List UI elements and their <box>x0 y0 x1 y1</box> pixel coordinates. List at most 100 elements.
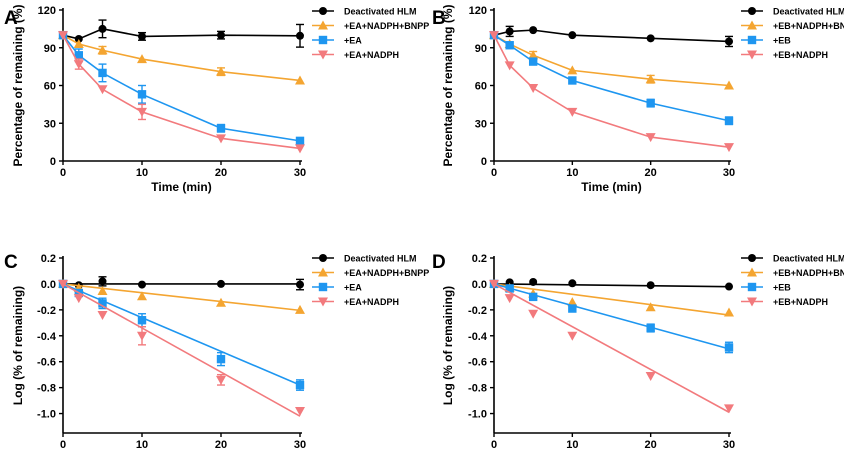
x-tick-label: 20 <box>645 439 657 449</box>
data-point <box>73 294 84 304</box>
legend-label: +EA+NADPH+BNPP <box>344 21 429 31</box>
data-point <box>724 307 734 317</box>
legend-entry: +EB <box>741 36 791 46</box>
data-point <box>724 143 734 153</box>
y-tick-label: -1.0 <box>468 409 487 421</box>
data-point <box>646 34 655 43</box>
y-tick-label: -0.4 <box>37 331 57 343</box>
series-line <box>62 34 301 150</box>
legend-label: Deactivated HLM <box>773 7 844 17</box>
data-point <box>528 292 538 302</box>
legend-label: Deactivated HLM <box>344 254 417 264</box>
fit-line <box>493 283 730 288</box>
data-point <box>98 299 107 308</box>
fit-line <box>62 283 301 386</box>
y-axis-title: Log (% of remaining) <box>441 286 455 405</box>
series-0 <box>59 19 304 48</box>
data-point <box>505 41 514 50</box>
data-point <box>296 280 304 289</box>
data-point <box>646 281 655 290</box>
legend-marker <box>318 267 328 277</box>
legend-label: +EB <box>773 283 791 293</box>
x-tick-label: 10 <box>136 167 148 179</box>
data-point <box>529 277 538 286</box>
legend-marker <box>747 297 757 307</box>
legend-entry: +EB <box>741 283 791 293</box>
legend-marker <box>747 35 757 45</box>
series-line <box>62 34 301 82</box>
y-tick-label: 60 <box>44 81 56 93</box>
data-point <box>216 134 226 144</box>
data-point <box>296 31 304 40</box>
y-axis-title: Percentage of remaining (%) <box>441 4 455 166</box>
legend-label: +EB+NADPH+BNPP <box>773 21 844 31</box>
y-tick-label: 0 <box>50 156 56 168</box>
panel-letter: D <box>432 252 446 273</box>
legend-marker <box>748 7 756 15</box>
y-tick-label: 30 <box>475 118 487 130</box>
legend-marker <box>747 50 757 60</box>
series-3 <box>58 279 305 417</box>
data-point <box>528 50 539 60</box>
y-tick-label: -0.4 <box>468 331 488 343</box>
y-axis-title: Log (% of remaining) <box>11 286 25 405</box>
data-point <box>529 26 538 35</box>
data-point <box>568 304 577 313</box>
data-point <box>567 331 578 341</box>
data-point <box>725 37 733 46</box>
y-tick-label: 120 <box>38 5 56 17</box>
y-tick-label: -0.8 <box>37 383 56 395</box>
series-line <box>493 34 730 122</box>
x-tick-label: 0 <box>60 439 66 449</box>
legend-entry: Deactivated HLM <box>312 7 417 17</box>
series-3 <box>489 31 734 153</box>
legend-entry: +EA+NADPH <box>312 297 399 307</box>
x-tick-label: 10 <box>136 439 148 449</box>
data-point <box>724 80 734 90</box>
legend-label: +EB <box>773 36 791 46</box>
data-point <box>725 282 733 291</box>
x-tick-label: 10 <box>566 167 578 179</box>
legend-label: +EA+NADPH <box>344 50 399 60</box>
data-point <box>137 316 147 325</box>
data-point <box>216 124 226 133</box>
y-tick-label: -0.2 <box>37 305 56 317</box>
y-tick-label: -0.8 <box>468 383 487 395</box>
legend-label: +EB+NADPH <box>773 50 828 60</box>
data-point <box>73 60 84 70</box>
x-tick-label: 0 <box>491 439 497 449</box>
data-point <box>724 404 734 414</box>
data-point <box>505 27 514 36</box>
legend-label: +EA+NADPH+BNPP <box>344 268 429 278</box>
x-axis-title: Time (min) <box>581 180 641 194</box>
data-point <box>528 84 539 94</box>
panel-letter: B <box>432 8 446 29</box>
data-point <box>645 74 656 84</box>
x-tick-label: 20 <box>645 167 657 179</box>
y-tick-label: 120 <box>469 5 487 17</box>
x-tick-label: 10 <box>566 439 578 449</box>
data-point <box>505 284 514 293</box>
data-point <box>137 54 147 64</box>
x-tick-label: 30 <box>723 167 735 179</box>
legend-entry: +EA+NADPH <box>312 50 399 60</box>
series-line <box>493 34 730 148</box>
data-point <box>568 76 577 85</box>
y-tick-label: -0.6 <box>468 357 487 369</box>
data-point <box>645 133 656 143</box>
data-point <box>97 85 108 95</box>
y-tick-label: 90 <box>475 43 487 55</box>
legend-entry: +EB+NADPH+BNPP <box>741 20 844 31</box>
x-tick-label: 20 <box>215 167 227 179</box>
x-tick-label: 30 <box>723 439 735 449</box>
data-point <box>528 57 538 66</box>
legend-label: +EA+NADPH <box>344 297 399 307</box>
data-point <box>138 280 146 289</box>
series-3 <box>489 279 734 414</box>
fit-line <box>62 283 301 417</box>
legend-label: +EA <box>344 36 362 46</box>
data-point <box>295 380 305 390</box>
x-tick-label: 20 <box>215 439 227 449</box>
series-line <box>493 29 730 43</box>
